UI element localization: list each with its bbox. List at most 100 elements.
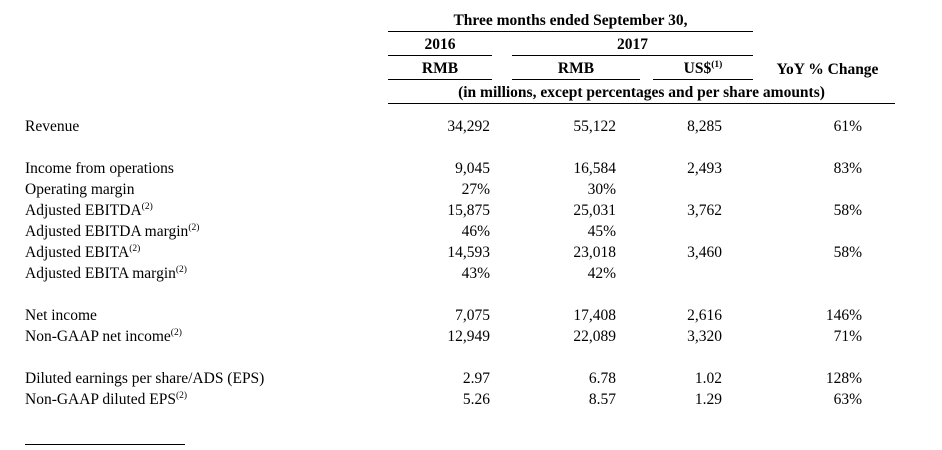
row-label: Income from operations bbox=[25, 158, 388, 179]
value-2017-rmb: 25,031 bbox=[573, 202, 616, 219]
value-2017-usd: 8,285 bbox=[687, 118, 722, 135]
value-yoy: 61% bbox=[833, 118, 862, 135]
table-row-adjusted-ebitda: Adjusted EBITDA(2) 15,875 25,031 3,762 5… bbox=[25, 200, 895, 221]
row-footnote-marker: (2) bbox=[188, 222, 200, 233]
header-units-row: (in millions, except percentages and per… bbox=[25, 79, 895, 104]
value-yoy: 146% bbox=[825, 307, 862, 324]
value-2016-rmb: 12,949 bbox=[447, 328, 490, 345]
value-yoy: 58% bbox=[833, 202, 862, 219]
value-yoy bbox=[760, 221, 895, 242]
row-label-text: Non-GAAP net income bbox=[25, 328, 171, 345]
row-label-text: Adjusted EBITA margin bbox=[25, 265, 176, 282]
value-yoy bbox=[760, 263, 895, 284]
units-note: (in millions, except percentages and per… bbox=[388, 79, 895, 104]
value-yoy: 128% bbox=[825, 370, 862, 387]
value-2017-rmb: 42% bbox=[587, 265, 616, 282]
row-label-text: Diluted earnings per share/ADS (EPS) bbox=[25, 370, 265, 387]
row-footnote-marker: (2) bbox=[170, 327, 182, 338]
value-2016-rmb: 27% bbox=[461, 181, 490, 198]
value-2017-usd bbox=[653, 221, 753, 242]
row-label: Adjusted EBITDA(2) bbox=[25, 200, 388, 221]
spacer-row bbox=[25, 104, 895, 117]
value-2017-usd bbox=[653, 179, 753, 200]
table-row-net-income: Net income 7,075 17,408 2,616 146% bbox=[25, 305, 895, 326]
table-row-diluted-eps: Diluted earnings per share/ADS (EPS) 2.9… bbox=[25, 368, 895, 389]
row-label-text: Adjusted EBITDA bbox=[25, 202, 142, 219]
row-label: Non-GAAP net income(2) bbox=[25, 326, 388, 347]
value-2016-rmb: 9,045 bbox=[455, 160, 490, 177]
value-2017-usd: 3,762 bbox=[687, 202, 722, 219]
value-yoy: 63% bbox=[833, 391, 862, 408]
value-2016-rmb: 2.97 bbox=[462, 370, 490, 387]
table-row-adjusted-ebita: Adjusted EBITA(2) 14,593 23,018 3,460 58… bbox=[25, 242, 895, 263]
financial-highlights-table: Three months ended September 30, 2016 20… bbox=[25, 8, 895, 410]
value-2017-rmb: 16,584 bbox=[573, 160, 616, 177]
value-2017-usd: 3,460 bbox=[687, 244, 722, 261]
value-2017-rmb: 17,408 bbox=[573, 307, 616, 324]
value-2017-usd bbox=[653, 263, 753, 284]
row-label-text: Revenue bbox=[25, 118, 80, 135]
row-label: Diluted earnings per share/ADS (EPS) bbox=[25, 368, 388, 389]
year-2017-header: 2017 bbox=[512, 31, 753, 56]
value-2017-rmb: 23,018 bbox=[573, 244, 616, 261]
header-currency-row: RMB RMB US$(1) YoY % Change bbox=[25, 55, 895, 80]
value-2016-rmb: 14,593 bbox=[447, 244, 490, 261]
value-2017-rmb: 22,089 bbox=[573, 328, 616, 345]
row-label: Adjusted EBITA(2) bbox=[25, 242, 388, 263]
value-2016-rmb: 7,075 bbox=[455, 307, 490, 324]
row-label-text: Adjusted EBITDA margin bbox=[25, 223, 189, 240]
usd-column-header: US$(1) bbox=[653, 55, 753, 80]
table-row-adjusted-ebita-margin: Adjusted EBITA margin(2) 43% 42% bbox=[25, 263, 895, 284]
row-footnote-marker: (2) bbox=[141, 201, 153, 212]
row-label: Non-GAAP diluted EPS(2) bbox=[25, 389, 388, 410]
financial-highlights-table-wrapper: Three months ended September 30, 2016 20… bbox=[0, 8, 942, 410]
value-yoy: 71% bbox=[833, 328, 862, 345]
value-2017-rmb: 6.78 bbox=[588, 370, 616, 387]
header-period-row: Three months ended September 30, bbox=[25, 8, 895, 32]
row-footnote-marker: (2) bbox=[175, 264, 187, 275]
row-label-text: Net income bbox=[25, 307, 97, 324]
value-2017-rmb: 45% bbox=[587, 223, 616, 240]
spacer-row bbox=[25, 284, 895, 305]
value-yoy: 83% bbox=[833, 160, 862, 177]
rmb-2017-column-header: RMB bbox=[512, 55, 640, 80]
spacer-row bbox=[25, 137, 895, 158]
row-label: Operating margin bbox=[25, 179, 388, 200]
value-2017-rmb: 8.57 bbox=[588, 391, 616, 408]
table-row-revenue: Revenue 34,292 55,122 8,285 61% bbox=[25, 116, 895, 137]
row-footnote-marker: (2) bbox=[176, 390, 188, 401]
table-row-operating-margin: Operating margin 27% 30% bbox=[25, 179, 895, 200]
rmb-2016-column-header: RMB bbox=[388, 55, 492, 80]
value-2017-usd: 2,493 bbox=[687, 160, 722, 177]
header-year-row: 2016 2017 bbox=[25, 31, 895, 56]
row-footnote-marker: (2) bbox=[129, 243, 141, 254]
value-2017-rmb: 55,122 bbox=[573, 118, 616, 135]
table-row-non-gaap-net-income: Non-GAAP net income(2) 12,949 22,089 3,3… bbox=[25, 326, 895, 347]
usd-footnote-marker: (1) bbox=[711, 59, 723, 70]
row-label: Net income bbox=[25, 305, 388, 326]
row-label-text: Non-GAAP diluted EPS bbox=[25, 391, 176, 408]
year-2016-header: 2016 bbox=[388, 31, 492, 56]
value-yoy bbox=[760, 179, 895, 200]
value-2016-rmb: 43% bbox=[461, 265, 490, 282]
table-row-income-from-operations: Income from operations 9,045 16,584 2,49… bbox=[25, 158, 895, 179]
table-row-non-gaap-diluted-eps: Non-GAAP diluted EPS(2) 5.26 8.57 1.29 6… bbox=[25, 389, 895, 410]
usd-header-label: US$ bbox=[683, 60, 712, 77]
value-2016-rmb: 15,875 bbox=[447, 202, 490, 219]
value-2016-rmb: 34,292 bbox=[447, 118, 490, 135]
row-label-text: Income from operations bbox=[25, 160, 174, 177]
value-2016-rmb: 46% bbox=[461, 223, 490, 240]
value-2017-usd: 1.29 bbox=[694, 391, 722, 408]
yoy-column-header: YoY % Change bbox=[776, 60, 879, 78]
row-label: Adjusted EBITA margin(2) bbox=[25, 263, 388, 284]
value-2017-usd: 1.02 bbox=[694, 370, 722, 387]
footnote-separator bbox=[25, 444, 185, 445]
value-yoy: 58% bbox=[833, 244, 862, 261]
row-label-text: Operating margin bbox=[25, 181, 135, 198]
value-2016-rmb: 5.26 bbox=[462, 391, 490, 408]
value-2017-rmb: 30% bbox=[587, 181, 616, 198]
row-label-text: Adjusted EBITA bbox=[25, 244, 130, 261]
value-2017-usd: 3,320 bbox=[687, 328, 722, 345]
spacer-row bbox=[25, 347, 895, 368]
table-row-adjusted-ebitda-margin: Adjusted EBITDA margin(2) 46% 45% bbox=[25, 221, 895, 242]
